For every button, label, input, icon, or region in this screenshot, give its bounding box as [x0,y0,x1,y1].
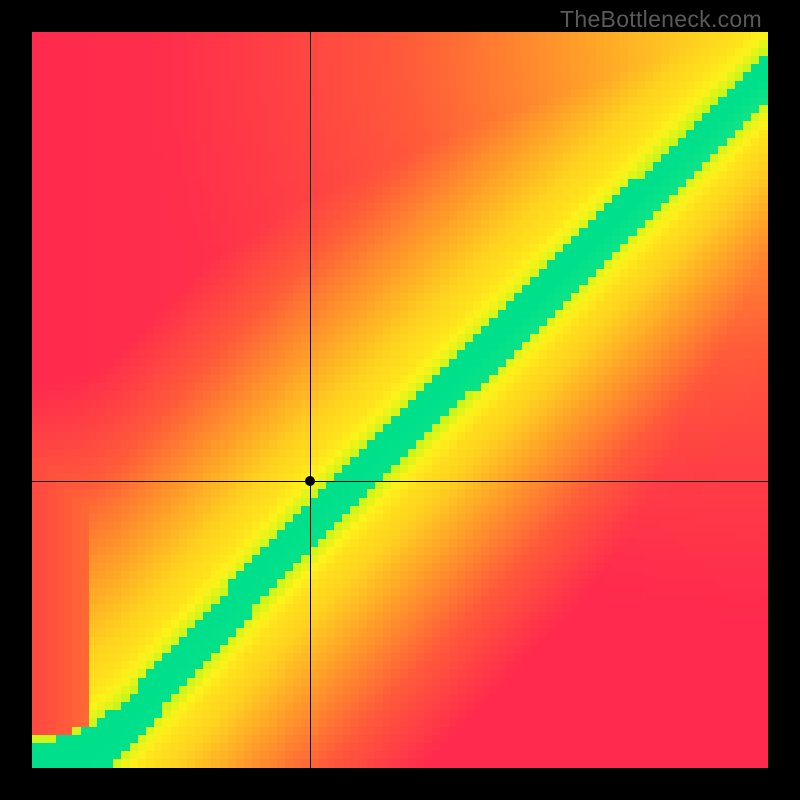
data-point-marker [305,476,315,486]
watermark-text: TheBottleneck.com [560,6,762,33]
chart-container: TheBottleneck.com [0,0,800,800]
plot-area [32,32,768,768]
crosshair-horizontal [32,481,768,482]
heatmap-canvas [32,32,768,768]
crosshair-vertical [310,32,311,768]
